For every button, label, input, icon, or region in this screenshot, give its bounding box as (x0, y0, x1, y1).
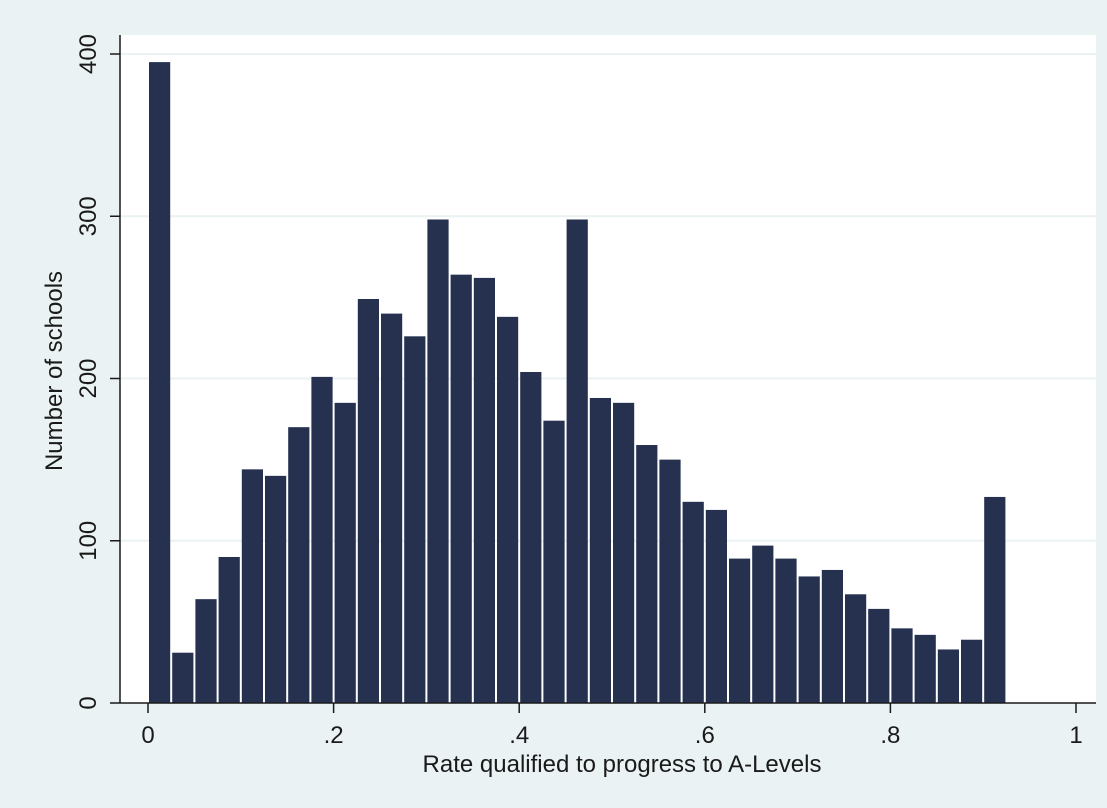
y-tick-label: 100 (75, 521, 102, 561)
histogram-bar (543, 420, 565, 703)
histogram-bar (821, 569, 843, 703)
x-tick-label: .6 (695, 722, 715, 749)
histogram-bar (705, 509, 727, 703)
histogram-bar (636, 445, 658, 703)
histogram-bar (589, 397, 611, 703)
histogram-bar (914, 634, 936, 703)
histogram-bar (473, 277, 495, 703)
histogram-bar (729, 558, 751, 703)
histogram-bar (937, 649, 959, 703)
histogram-bar (845, 594, 867, 703)
x-axis-title: Rate qualified to progress to A-Levels (423, 751, 822, 778)
y-tick-label: 0 (75, 696, 102, 709)
x-tick-label: .2 (324, 722, 344, 749)
histogram-bar (311, 376, 333, 703)
histogram-bar (265, 475, 287, 703)
histogram-bar (682, 501, 704, 703)
y-tick-label: 300 (75, 196, 102, 236)
histogram-bar (218, 556, 240, 703)
y-tick-label: 200 (75, 358, 102, 398)
x-axis-ticks: 0 .2 .4 .6 .8 1 (141, 703, 1083, 749)
histogram-bar (381, 313, 403, 703)
histogram-bar (613, 402, 635, 703)
histogram-bar (891, 628, 913, 703)
histogram-bar (149, 62, 171, 704)
histogram-bar (984, 496, 1006, 703)
histogram-bar (752, 545, 774, 703)
histogram-bar (659, 459, 681, 703)
histogram-bar (566, 219, 588, 703)
histogram-bar (520, 372, 542, 703)
x-tick-label: 0 (141, 722, 154, 749)
histogram-bar (195, 599, 217, 703)
histogram-bar (868, 608, 890, 703)
histogram-bar (427, 219, 449, 703)
bars (149, 62, 1006, 704)
histogram-bar (172, 652, 194, 703)
histogram-bar (241, 469, 263, 703)
y-axis-ticks: 0 100 200 300 400 (75, 34, 120, 710)
histogram-bar (450, 274, 472, 703)
x-tick-label: .8 (880, 722, 900, 749)
y-tick-label: 400 (75, 34, 102, 74)
histogram-bar (775, 558, 797, 703)
y-axis-title: Number of schools (41, 271, 68, 471)
histogram-bar (961, 639, 983, 703)
histogram-bar (404, 336, 426, 703)
x-tick-label: .4 (509, 722, 529, 749)
histogram-bar (334, 402, 356, 703)
x-tick-label: 1 (1069, 722, 1082, 749)
histogram-bar (798, 576, 820, 703)
histogram-bar (288, 427, 310, 703)
histogram-bar (497, 316, 519, 703)
histogram-bar (357, 298, 379, 703)
